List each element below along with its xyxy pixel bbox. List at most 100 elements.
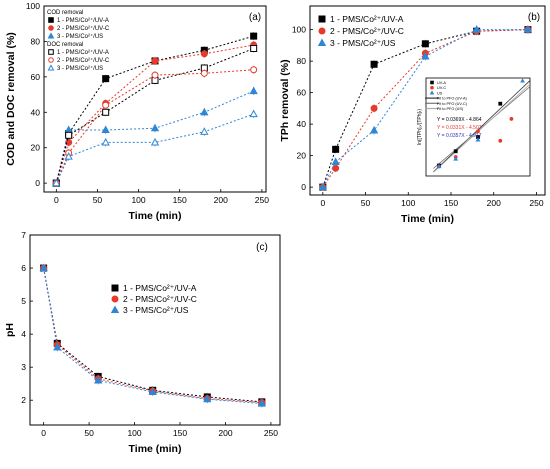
legend: 1 - PMS/Co²⁺/UV-A2 - PMS/Co²⁺/UV-C3 - PM…	[110, 283, 197, 315]
inset-point	[520, 78, 525, 83]
inset-point	[475, 137, 481, 142]
data-point	[148, 387, 157, 396]
data-point	[250, 45, 258, 53]
data-point	[249, 86, 258, 95]
legend-label: 3 - PMS/Co²⁺/US	[57, 33, 103, 40]
x-tick-label: 100	[127, 428, 141, 438]
inset-legend-label: US	[437, 91, 443, 95]
y-tick-label: 20	[297, 151, 307, 161]
inset-legend-label: Fit to PFO (UV-C)	[437, 102, 468, 106]
y-tick-label: 60	[297, 88, 307, 98]
legend-marker	[48, 25, 54, 31]
data-point	[331, 157, 340, 165]
legend-marker	[317, 38, 327, 47]
x-tick-label: 50	[93, 195, 103, 205]
y-tick-label: 100	[292, 25, 306, 35]
series-line	[43, 267, 262, 405]
legend-label: 2 - PMS/Co²⁺/UV-C	[330, 26, 404, 36]
data-point	[332, 145, 340, 153]
legend-label: 2 - PMS/Co²⁺/UV-C	[57, 25, 110, 32]
y-tick-label: 80	[297, 56, 307, 66]
series-line	[55, 69, 254, 184]
x-axis-label: Time (min)	[129, 443, 182, 455]
data-series	[39, 263, 266, 408]
panel-label: (a)	[249, 12, 261, 23]
x-tick-label: 250	[255, 195, 269, 205]
inset-legend-label: UV-A	[437, 81, 446, 85]
y-tick-label: 3	[21, 362, 26, 372]
series-line	[55, 113, 254, 184]
x-tick-label: 100	[131, 195, 145, 205]
y-axis-label: COD and DOC removal (%)	[5, 32, 17, 166]
legend-marker	[111, 284, 119, 292]
inset-point	[498, 101, 503, 106]
panel-b: 0 50 100 150 200 250 0 20 40 60 80 100 Time (min) TPh…	[279, 5, 546, 225]
data-point	[370, 60, 378, 68]
data-series	[52, 65, 258, 187]
data-series	[52, 109, 258, 187]
inset-point	[509, 117, 514, 121]
inset-legend-marker	[429, 90, 435, 95]
data-point	[200, 50, 208, 58]
plot-frame	[43, 5, 267, 193]
legend-marker	[47, 64, 55, 71]
y-tick-label: 40	[297, 119, 307, 129]
inset-chart: ln([TPh]₀/[TPh]ₜ) UV-AUV-CUS Fit to PFO (U…	[417, 77, 531, 177]
x-axis-label: Time (min)	[129, 210, 182, 222]
y-axis-label: pH	[4, 323, 16, 337]
data-point	[203, 394, 212, 403]
legend-marker	[110, 305, 120, 314]
data-point	[250, 66, 258, 74]
data-point	[101, 137, 110, 146]
panel-a: 0 50 100 150 200 250 0 20 40 60 80 100 Time (min) COD…	[5, 1, 269, 222]
data-point	[150, 137, 160, 146]
inset-point	[498, 138, 503, 143]
x-tick-label: 150	[173, 195, 187, 205]
inset-legend-label: Fit to PFO (US)	[437, 107, 464, 111]
data-point	[64, 152, 73, 160]
y-tick-label: 20	[31, 143, 41, 153]
inset-legend-marker	[430, 85, 434, 90]
series-line	[55, 90, 254, 184]
legend-marker	[48, 17, 54, 23]
y-tick-label: 5	[21, 296, 26, 306]
x-tick-label: 200	[487, 198, 501, 208]
inset-point	[476, 129, 480, 134]
y-axis-label: TPh removal (%)	[279, 59, 291, 141]
inset-point	[453, 156, 459, 161]
x-tick-label: 50	[361, 198, 371, 208]
y-tick-label: 40	[31, 107, 41, 117]
x-tick-label: 50	[84, 428, 94, 438]
plot-frame	[309, 5, 546, 196]
legend-label: 1 - PMS/Co²⁺/UV-A	[123, 283, 197, 293]
data-point	[53, 342, 62, 351]
data-point	[151, 71, 159, 79]
data-point	[102, 75, 110, 83]
x-tick-label: 200	[214, 195, 228, 205]
legend-marker	[48, 49, 54, 55]
legend-group-title: COD removal	[47, 10, 83, 16]
fit-line	[433, 83, 531, 173]
legend-label: 2 - PMS/Co²⁺/UV-C	[123, 294, 197, 304]
fit-line	[433, 80, 531, 173]
data-point	[102, 108, 110, 116]
data-point	[150, 123, 160, 132]
y-tick-label: 6	[21, 263, 26, 273]
series-line	[55, 44, 254, 184]
data-point	[523, 25, 533, 33]
x-tick-label: 0	[54, 195, 59, 205]
fit-equation: Y = 0.0357X - 4.917	[437, 133, 482, 139]
data-point	[52, 178, 61, 187]
inset-point	[436, 163, 442, 169]
legend-marker	[48, 57, 54, 63]
series-line	[43, 267, 262, 403]
data-point	[332, 164, 340, 172]
data-point	[200, 127, 209, 135]
x-tick-label: 0	[41, 428, 46, 438]
data-point	[250, 32, 258, 40]
data-point	[200, 107, 209, 116]
data-point	[421, 51, 430, 60]
legend-label: 3 - PMS/Co²⁺/US	[123, 305, 189, 315]
x-tick-label: 150	[444, 198, 458, 208]
